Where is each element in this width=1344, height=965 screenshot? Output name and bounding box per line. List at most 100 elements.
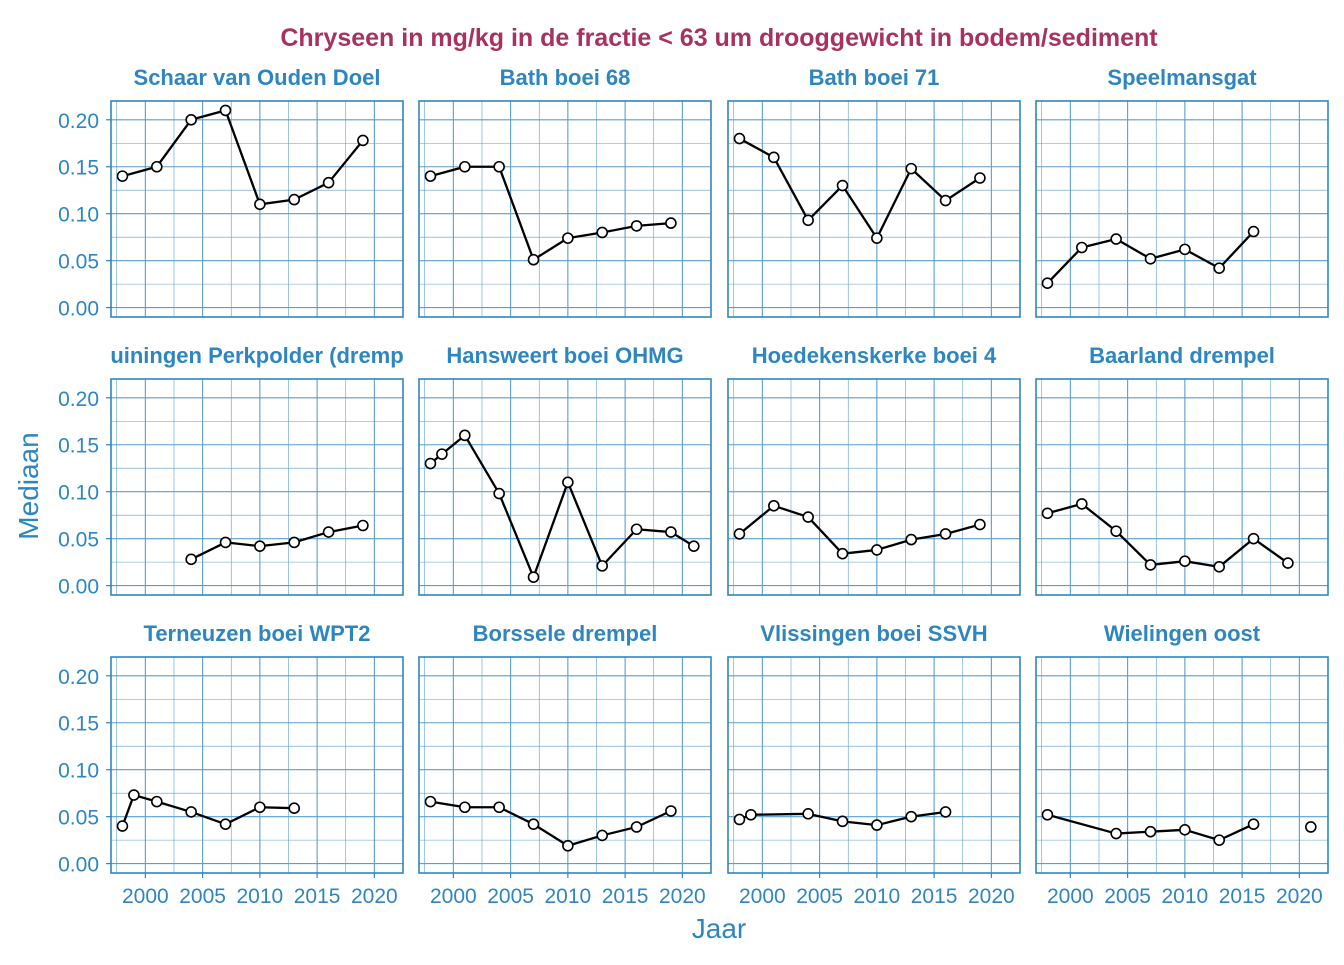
series-line (122, 109, 364, 206)
panel-title: uiningen Perkpolder (dremp (110, 343, 403, 368)
data-point (493, 801, 505, 814)
data-point (562, 476, 574, 489)
data-point (493, 160, 505, 173)
data-point (871, 544, 883, 556)
panel-title: Hansweert boei OHMG (446, 343, 683, 368)
panel-border (110, 100, 404, 318)
panel-grid (1036, 379, 1328, 595)
y-tick-label: 0.05 (58, 529, 99, 552)
data-point (745, 808, 757, 821)
series-line (1047, 813, 1255, 842)
data-point (905, 533, 918, 546)
panel-grid (728, 101, 1020, 317)
data-point (1213, 834, 1226, 846)
panels: Schaar van Ouden Doel 0.00 0.05 0.10 0.15 0.2… (58, 65, 1329, 908)
data-point (1041, 507, 1054, 520)
x-tick-label: 2000 (122, 885, 169, 908)
data-point (596, 829, 609, 842)
panel-border (418, 656, 712, 874)
panel-grid (728, 379, 1020, 595)
data-point (1076, 241, 1088, 254)
y-tick-label: 0.10 (58, 760, 99, 783)
data-point (424, 795, 437, 808)
data-point (288, 802, 301, 815)
x-tick-label: 2005 (1104, 885, 1151, 908)
data-point (254, 801, 266, 814)
y-tick-label: 0.00 (58, 576, 99, 599)
data-point (219, 536, 232, 549)
panel-title: Vlissingen boei SSVH (760, 621, 987, 646)
panel-grid (728, 657, 1020, 873)
y-tick-label: 0.20 (58, 110, 99, 133)
data-point (128, 789, 140, 801)
data-point (527, 571, 540, 583)
data-point (1041, 277, 1054, 289)
panel-title: Speelmansgat (1107, 65, 1257, 90)
panel-title: Bath boei 71 (809, 65, 940, 90)
data-point (630, 821, 643, 833)
y-tick-label: 0.15 (58, 713, 99, 736)
y-tick-label: 0.15 (58, 157, 99, 180)
x-tick-label: 2000 (739, 885, 786, 908)
data-point (459, 801, 471, 814)
x-tick-label: 2020 (1276, 885, 1323, 908)
data-point (836, 179, 849, 192)
panel-title: Terneuzen boei WPT2 (144, 621, 371, 646)
y-axis-label: Mediaan (13, 432, 44, 539)
data-point (939, 806, 952, 818)
x-tick-label: 2020 (351, 885, 398, 908)
series-line (738, 504, 981, 555)
panel-border (418, 100, 712, 318)
data-point (768, 151, 780, 164)
y-tick-label: 0.00 (58, 854, 99, 877)
x-tick-label: 2010 (237, 885, 284, 908)
data-point (424, 170, 437, 182)
data-point (322, 176, 335, 189)
data-point (630, 523, 643, 536)
panel-border (727, 100, 1021, 318)
data-point (1179, 823, 1191, 836)
data-point (939, 528, 952, 540)
x-tick-label: 2000 (430, 885, 477, 908)
panel-grid (419, 101, 711, 317)
data-point (1110, 233, 1122, 245)
series-line (1047, 502, 1289, 568)
panel-border (727, 378, 1021, 596)
series-line (738, 137, 981, 240)
panel-grid (419, 657, 711, 873)
panel: Vlissingen boei SSVH 2000 2005 2010 2015 2020 (727, 621, 1021, 908)
panel: uiningen Perkpolder (dremp 0.00 0.05 0.10 0.… (58, 343, 404, 599)
panel-grid (111, 657, 403, 873)
data-point (905, 810, 918, 823)
data-point (1076, 498, 1088, 510)
x-tick-label: 2000 (1047, 885, 1094, 908)
data-point (596, 226, 609, 239)
data-point (1247, 818, 1260, 830)
data-point (116, 170, 129, 182)
panel-grid (111, 101, 403, 317)
panel-grid (1036, 101, 1328, 317)
y-tick-label: 0.10 (58, 482, 99, 505)
data-point (630, 220, 643, 232)
data-point (357, 519, 369, 532)
panel-border (727, 656, 1021, 874)
panel: Baarland drempel (1035, 343, 1329, 596)
x-tick-label: 2015 (602, 885, 649, 908)
panel: Borssele drempel 2000 2005 2010 2015 2020 (418, 621, 712, 908)
data-point (1144, 559, 1157, 571)
panel-title: Schaar van Ouden Doel (134, 65, 381, 90)
panel: Speelmansgat (1035, 65, 1329, 318)
panel-title: Baarland drempel (1089, 343, 1275, 368)
data-point (871, 232, 883, 244)
y-tick-label: 0.05 (58, 807, 99, 830)
x-tick-label: 2005 (796, 885, 843, 908)
data-point (733, 132, 746, 145)
series-line (190, 524, 364, 561)
x-tick-label: 2005 (487, 885, 534, 908)
x-tick-label: 2015 (911, 885, 958, 908)
data-point (1282, 557, 1294, 569)
data-point (733, 813, 746, 826)
data-point (1144, 252, 1157, 265)
